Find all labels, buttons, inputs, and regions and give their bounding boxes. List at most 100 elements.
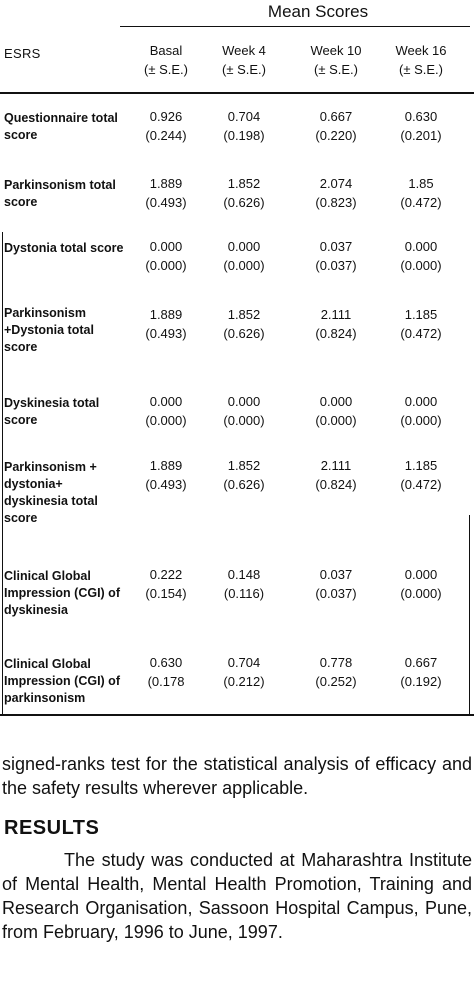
mean-value: 2.111 [320,458,352,473]
standard-error-value: (0.626) [223,326,265,341]
standard-error-value: (0.823) [315,195,357,210]
standard-error-value: (0.472) [400,326,442,341]
column-sublabel: (± S.E.) [144,62,188,77]
mean-value: 0.000 [404,239,438,254]
table-cell: 0.000 (0.000) [294,392,378,430]
esrs-mean-scores-table: Mean Scores ESRS Basal (± S.E.) Week 4 (… [0,2,474,716]
table-cell: 0.000 (0.000) [128,392,204,430]
standard-error-value: (0.000) [400,413,442,428]
row-label: Dyskinesia total score [4,396,100,427]
standard-error-value: (0.201) [400,128,442,143]
row-label: Parkinsonism + dystonia+ dyskinesia tota… [4,460,98,525]
standard-error-value: (0.154) [145,586,187,601]
table-cell: 2.111 (0.824) [294,456,378,494]
mean-value: 0.148 [227,567,261,582]
standard-error-value: (0.000) [400,258,442,273]
mean-value: 1.852 [227,458,261,473]
mean-value: 1.185 [404,458,438,473]
standard-error-value: (0.824) [315,477,357,492]
table-cell: 0.926 (0.244) [128,107,204,145]
table-cell: 0.000 (0.000) [208,392,280,430]
table-cell: 0.704 (0.198) [208,107,280,145]
row-label: Clinical Global Impression (CGI) of park… [4,657,120,705]
mean-value: 0.000 [404,394,438,409]
standard-error-value: (0.192) [400,674,442,689]
table-cell: 0.148 (0.116) [208,565,280,603]
table-cell: 1.889 (0.493) [128,456,204,494]
standard-error-value: (0.626) [223,195,265,210]
table-left-border [2,232,3,714]
heading-underline [120,26,470,27]
row-label: Clinical Global Impression (CGI) of dysk… [4,569,120,617]
column-label: Week 16 [395,43,447,58]
table-cell: 1.185 (0.472) [378,456,464,494]
column-label: Basal [149,43,183,58]
standard-error-value: (0.252) [315,674,357,689]
table-cell: 0.000 (0.000) [378,237,464,275]
standard-error-value: (0.000) [223,413,265,428]
row-label: Questionnaire total score [4,111,118,142]
standard-error-value: (0.000) [400,586,442,601]
column-header-basal: Basal (± S.E.) [128,41,204,79]
mean-value: 1.852 [227,176,261,191]
column-label: Week 10 [310,43,362,58]
mean-value: 0.222 [149,567,183,582]
results-heading: RESULTS [4,817,100,839]
table-cell: 0.000 (0.000) [378,565,464,603]
table-cell: 1.852 (0.626) [208,174,280,212]
mean-value: 0.000 [227,239,261,254]
table-bottom-rule [0,714,474,716]
mean-value: 1.889 [149,458,183,473]
standard-error-value: (0.000) [315,413,357,428]
table-cell: 1.889 (0.493) [128,305,204,343]
mean-value: 0.630 [404,109,438,124]
row-label: Dystonia total score [4,241,124,255]
table-cell: 1.852 (0.626) [208,456,280,494]
table-cell: 1.852 (0.626) [208,305,280,343]
mean-value: 1.85 [408,176,434,191]
mean-value: 2.111 [320,307,352,322]
mean-value: 1.889 [149,176,183,191]
mean-value: 2.074 [319,176,353,191]
table-cell: 1.85 (0.472) [378,174,464,212]
row-header-esrs: ESRS [4,46,41,61]
standard-error-value: (0.220) [315,128,357,143]
standard-error-value: (0.212) [223,674,265,689]
column-label: Week 4 [222,43,266,58]
mean-value: 0.704 [227,109,261,124]
table-cell: 0.667 (0.220) [294,107,378,145]
table-cell: 0.667 (0.192) [378,653,464,691]
mean-value: 0.037 [319,567,353,582]
mean-value: 0.000 [404,567,438,582]
standard-error-value: (0.824) [315,326,357,341]
table-cell: 2.111 (0.824) [294,305,378,343]
mean-value: 0.037 [319,239,353,254]
mean-value: 0.926 [149,109,183,124]
methods-paragraph-end: signed-ranks test for the statistical an… [2,754,472,798]
mean-value: 0.000 [149,394,183,409]
column-header-week-4: Week 4 (± S.E.) [208,41,280,79]
mean-value: 0.778 [319,655,353,670]
column-sublabel: (± S.E.) [314,62,358,77]
standard-error-value: (0.626) [223,477,265,492]
standard-error-value: (0.493) [145,195,187,210]
mean-value: 0.000 [227,394,261,409]
column-sublabel: (± S.E.) [222,62,266,77]
table-cell: 0.000 (0.000) [128,237,204,275]
table-cell: 0.222 (0.154) [128,565,204,603]
standard-error-value: (0.000) [145,413,187,428]
table-cell: 0.037 (0.037) [294,565,378,603]
column-header-week-10: Week 10 (± S.E.) [294,41,378,79]
standard-error-value: (0.472) [400,195,442,210]
standard-error-value: (0.472) [400,477,442,492]
mean-scores-heading: Mean Scores [267,2,369,21]
mean-value: 0.667 [404,655,438,670]
mean-value: 0.704 [227,655,261,670]
standard-error-value: (0.493) [145,477,187,492]
table-right-border [469,515,470,715]
table-cell: 1.889 (0.493) [128,174,204,212]
mean-value: 1.852 [227,307,261,322]
standard-error-value: (0.244) [145,128,187,143]
standard-error-value: (0.178 [147,674,185,689]
standard-error-value: (0.037) [315,586,357,601]
